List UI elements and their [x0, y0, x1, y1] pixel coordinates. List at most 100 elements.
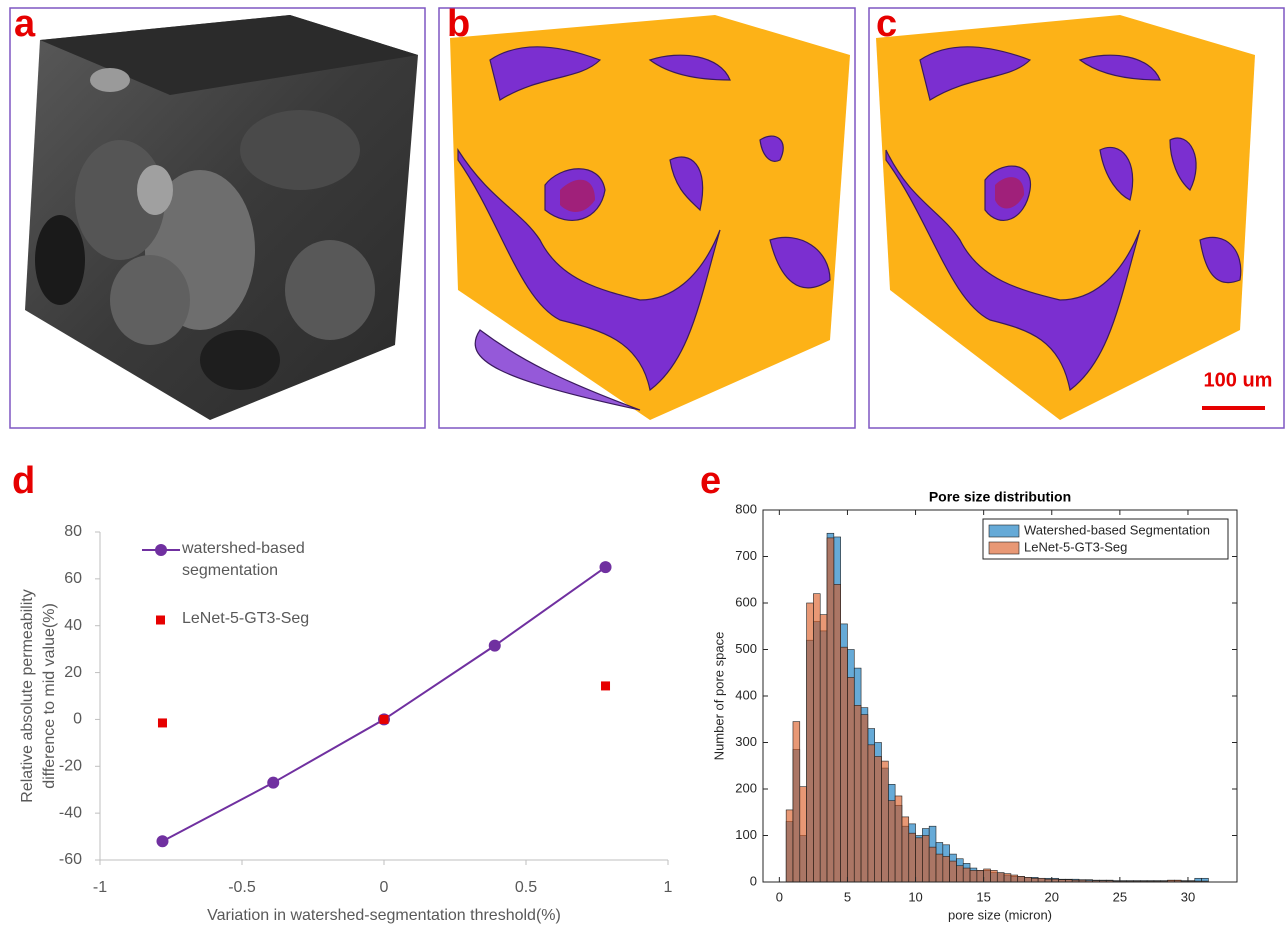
legend-label: Watershed-based Segmentation [1024, 522, 1210, 537]
histogram-bar [996, 872, 1005, 883]
y-tick-label: 600 [735, 594, 757, 609]
x-axis-label: Variation in watershed-segmentation thre… [207, 907, 561, 924]
x-tick-label: 1 [664, 879, 673, 896]
x-tick-label: 5 [844, 889, 851, 904]
panel-label: b [447, 3, 470, 45]
histogram-bar [840, 646, 848, 883]
chart-title: Pore size distribution [929, 489, 1071, 505]
histogram-bar [928, 846, 937, 883]
y-axis-label: difference to mid value(%) [41, 603, 58, 789]
histogram-bar [894, 795, 903, 883]
panel-frame [868, 7, 1285, 429]
histogram-bar [1024, 877, 1032, 883]
histogram-bar [826, 537, 835, 883]
histogram-bar [881, 760, 889, 883]
x-tick-label: 0 [776, 889, 783, 904]
legend-entry: LeNet-5-GT3-Seg [182, 610, 310, 627]
y-tick-label: 0 [750, 873, 757, 888]
histogram-bar [799, 786, 807, 883]
panel-frame [438, 7, 856, 429]
histogram-bar [969, 870, 978, 883]
point [599, 561, 612, 574]
y-tick-label: 500 [735, 641, 757, 656]
histogram-bar [806, 602, 814, 883]
legend-label: LeNet-5-GT3-Seg [1024, 539, 1127, 554]
histogram-bar [962, 867, 971, 883]
histogram-bar [819, 614, 828, 883]
y-tick-label: 80 [64, 523, 82, 540]
panel-label: d [12, 460, 35, 502]
y-tick-label: 0 [73, 711, 82, 728]
y-tick-label: 60 [64, 570, 82, 587]
y-tick-label: 800 [735, 501, 757, 516]
legend-marker [156, 615, 165, 625]
histogram-bar [935, 853, 944, 883]
y-axis-label: Relative absolute permeability [19, 589, 36, 802]
y-tick-label: 40 [64, 617, 82, 634]
y-tick-label: 300 [735, 734, 757, 749]
point [379, 714, 389, 724]
y-tick-label: -20 [59, 758, 82, 775]
histogram-bar [976, 870, 984, 883]
panel-label: a [14, 3, 36, 45]
histogram-bar [853, 704, 862, 883]
y-axis-label: Number of pore space [711, 632, 726, 761]
x-tick-label: -1 [93, 879, 107, 896]
x-tick-label: 20 [1045, 889, 1059, 904]
histogram-bar [949, 860, 957, 883]
panel-label: c [876, 3, 897, 45]
panel-frame [9, 7, 426, 429]
x-tick-label: 30 [1181, 889, 1195, 904]
legend-marker [155, 544, 167, 556]
histogram-bar [1010, 874, 1019, 883]
point [157, 718, 167, 728]
legend-swatch [988, 541, 1020, 555]
histogram-bar [1031, 877, 1039, 883]
histogram-bar [922, 835, 930, 883]
histogram-bar [990, 870, 998, 883]
y-tick-label: 700 [735, 548, 757, 563]
y-tick-label: 200 [735, 780, 757, 795]
legend-swatch [988, 524, 1020, 538]
y-tick-label: -40 [59, 804, 82, 821]
point [156, 835, 169, 848]
histogram-bar [888, 800, 896, 883]
y-tick-label: 20 [64, 664, 82, 681]
point [601, 681, 611, 691]
legend-box [982, 518, 1229, 560]
histogram-bar [1003, 873, 1012, 883]
x-tick-label: 0 [380, 879, 389, 896]
histogram-bar [785, 809, 794, 883]
histogram-bar [874, 756, 882, 883]
histogram-bar [983, 868, 991, 883]
legend-label: LeNet-5-GT3-Seg [182, 610, 310, 627]
histogram-bar [860, 714, 869, 883]
point [267, 776, 280, 789]
seg-cube [876, 15, 1255, 420]
histogram-bar [867, 744, 875, 883]
scale-bar [1202, 406, 1265, 410]
y-tick-label: 100 [735, 827, 757, 842]
x-tick-label: -0.5 [228, 879, 256, 896]
histogram-bar [792, 721, 801, 883]
histogram-bar [942, 856, 950, 883]
x-tick-label: 10 [908, 889, 922, 904]
histogram-bar [901, 816, 910, 883]
x-axis-label: pore size (micron) [948, 907, 1052, 922]
histogram-bar [847, 677, 855, 883]
x-tick-label: 0.5 [515, 879, 537, 896]
histogram-bar [956, 865, 964, 883]
histogram-bar [1037, 877, 1046, 883]
legend-label: watershed-based segmentation [182, 540, 305, 579]
ct-cube [25, 15, 418, 420]
y-tick-label: 400 [735, 687, 757, 702]
histogram-bar [833, 584, 841, 883]
histogram-bar [908, 832, 916, 883]
scale-bar-label: 100 um [1204, 369, 1273, 391]
y-tick-label: -60 [59, 851, 82, 868]
histogram-bar [915, 837, 923, 883]
histogram-bar [1017, 876, 1025, 883]
legend-entry: watershed-based segmentation [182, 540, 305, 579]
seg-cube [450, 15, 850, 420]
